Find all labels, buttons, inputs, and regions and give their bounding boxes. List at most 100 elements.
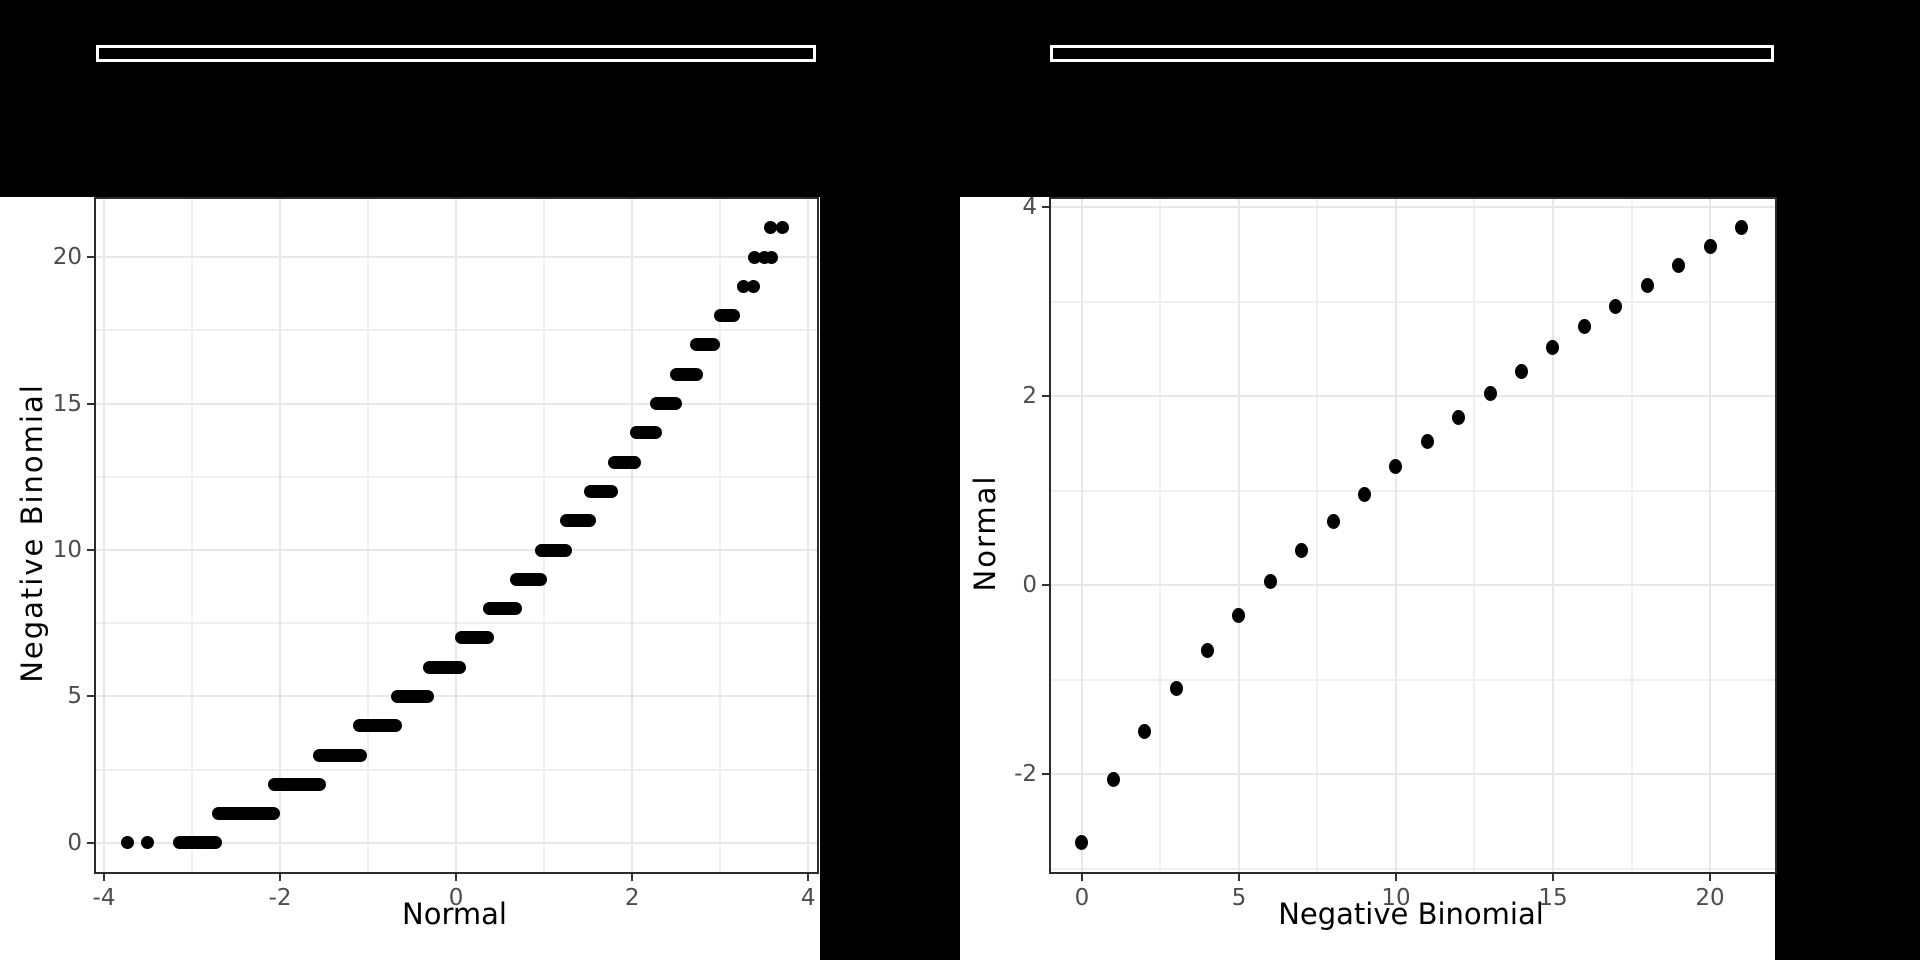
data-point [1640,277,1654,293]
x-tick-label: 10 [1381,885,1411,911]
left-y-axis-title: Negative Binomial [15,383,49,683]
data-point-band [559,514,597,528]
x-axis-tick [1394,874,1397,881]
data-point-band [690,338,721,352]
x-tick-label: -4 [92,885,116,911]
x-major-gridline [279,199,282,872]
data-point-band [583,484,619,498]
y-tick-label: 0 [1022,572,1037,599]
data-point [736,279,750,293]
data-point [1358,486,1372,502]
data-point [1703,239,1717,255]
x-axis-tick [103,874,105,881]
data-point [1232,607,1246,623]
x-minor-gridline [367,199,370,872]
data-point [1609,298,1623,314]
data-point-band [535,543,573,557]
y-axis-tick [87,256,94,258]
data-point-band [670,367,703,381]
y-tick-label: 2 [1022,383,1037,410]
left-x-axis-title: Normal [402,897,507,931]
x-major-gridline [807,199,810,872]
data-point-band [509,572,547,586]
y-axis-tick [1042,773,1049,775]
x-minor-gridline [191,199,194,872]
data-point [1672,258,1686,274]
x-major-gridline [455,199,458,872]
x-axis-tick [1237,874,1240,881]
data-point [140,836,154,850]
x-axis-tick [1551,874,1554,881]
y-tick-label: 10 [52,537,82,563]
y-tick-label: 15 [52,390,82,417]
y-tick-label: 4 [1022,194,1037,221]
x-tick-label: 2 [624,885,640,911]
data-point [1326,514,1340,530]
data-point-band [422,660,466,674]
y-major-gridline [1051,584,1775,587]
data-point-band [353,719,403,733]
x-axis-tick [631,874,634,881]
data-point-band [312,748,368,762]
right-plot-panel: 0 5 10 15 20 -2 0 2 4 [1014,194,1777,911]
data-point [1483,385,1497,401]
y-minor-gridline [1051,300,1775,303]
x-minor-gridline [1316,199,1319,872]
y-tick-label: -2 [1014,761,1037,787]
right-x-axis-title: Negative Binomial [1278,897,1544,931]
x-minor-gridline [1630,199,1633,872]
x-minor-gridline [543,199,546,872]
x-tick-label: 4 [800,885,816,911]
data-point-band [714,309,740,323]
x-axis-tick [1709,874,1711,881]
left-empty-outline-box [96,45,816,62]
data-point [1295,543,1309,559]
data-point [764,250,778,264]
data-point [1169,680,1183,696]
y-minor-gridline [1051,867,1775,870]
x-axis-tick [1080,874,1083,881]
y-tick-label: 5 [67,683,82,710]
data-point [1201,642,1215,658]
right-empty-outline-box [1050,45,1774,62]
x-minor-gridline [1473,199,1476,872]
x-axis-tick [279,874,282,881]
left-qq-plot-figure: -4 -2 0 2 4 0 5 10 15 20 Normal Negative Binomial [0,197,820,960]
x-axis-tick [807,874,810,881]
data-point [1577,318,1591,334]
x-major-gridline [1551,199,1554,872]
y-major-gridline [1051,206,1775,209]
data-point [1515,363,1529,379]
data-point [1075,835,1089,851]
x-minor-gridline [1159,199,1162,872]
y-axis-tick [1042,395,1049,398]
x-axis-tick [455,874,458,881]
x-tick-label: 5 [1231,885,1247,911]
data-point [763,221,777,235]
y-tick-label: 20 [52,244,82,270]
data-point [1263,573,1277,589]
data-point [1734,220,1748,236]
data-point [1106,772,1120,788]
data-point [1546,340,1560,356]
x-tick-label: 20 [1695,885,1725,911]
x-minor-gridline [719,199,722,872]
data-point-band [607,455,641,469]
x-tick-label: 15 [1538,885,1568,911]
data-point [121,836,135,850]
x-tick-label: -2 [268,885,292,911]
y-major-gridline [96,841,817,844]
data-point [747,279,761,293]
data-point [1138,723,1152,739]
y-major-gridline [96,402,817,405]
right-y-axis-title: Normal [968,474,1002,592]
data-point [1420,433,1434,449]
y-axis-tick [87,695,94,698]
x-major-gridline [1237,199,1240,872]
x-major-gridline [1080,199,1083,872]
right-qq-plot-figure: 0 5 10 15 20 -2 0 2 4 Negative Binomial Normal [960,194,1777,960]
y-major-gridline [96,549,817,551]
y-major-gridline [96,256,817,258]
y-minor-gridline [1051,489,1775,492]
